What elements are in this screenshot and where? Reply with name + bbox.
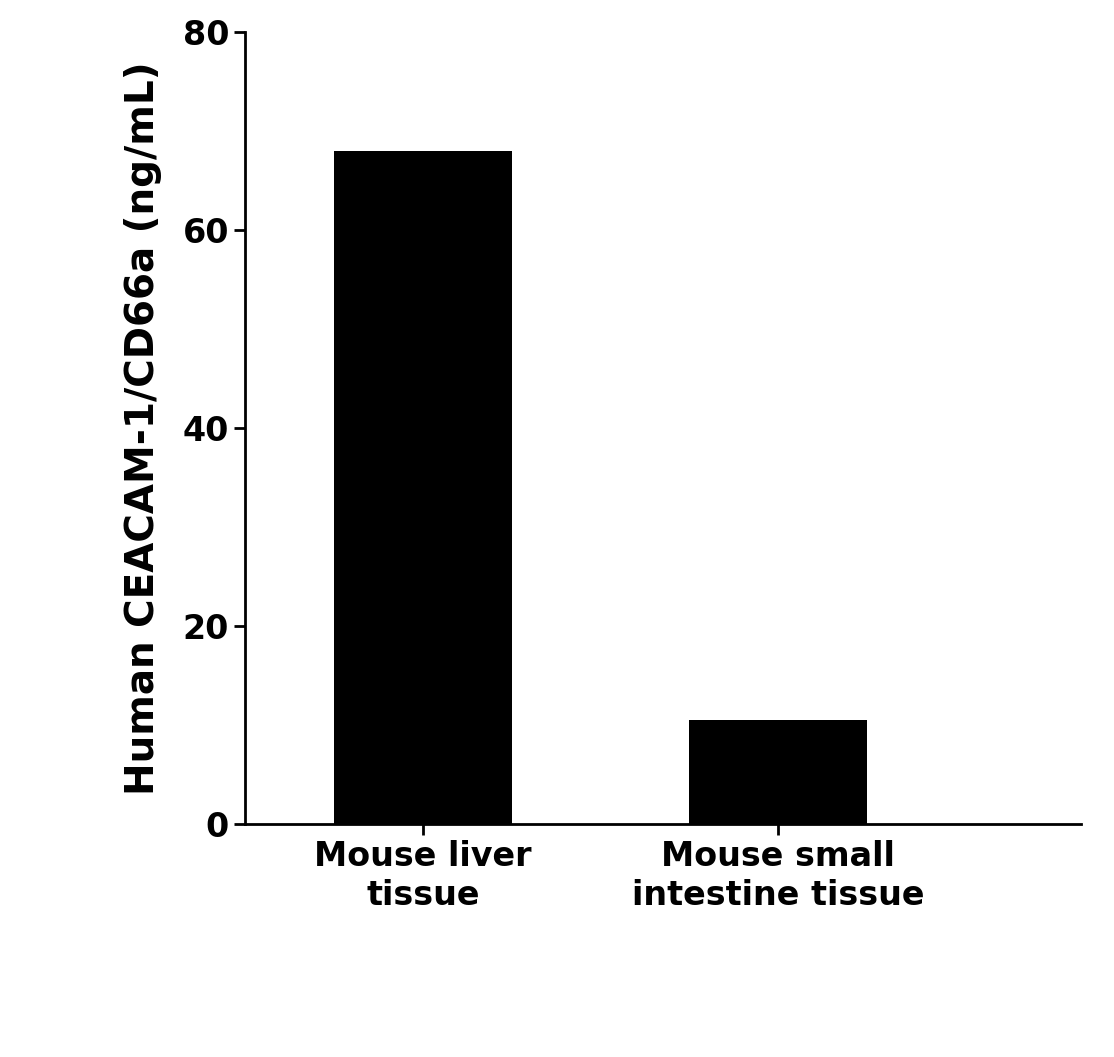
Y-axis label: Human CEACAM-1/CD66a (ng/mL): Human CEACAM-1/CD66a (ng/mL) — [124, 61, 162, 795]
Bar — [334, 151, 511, 824]
Bar — [690, 720, 868, 824]
